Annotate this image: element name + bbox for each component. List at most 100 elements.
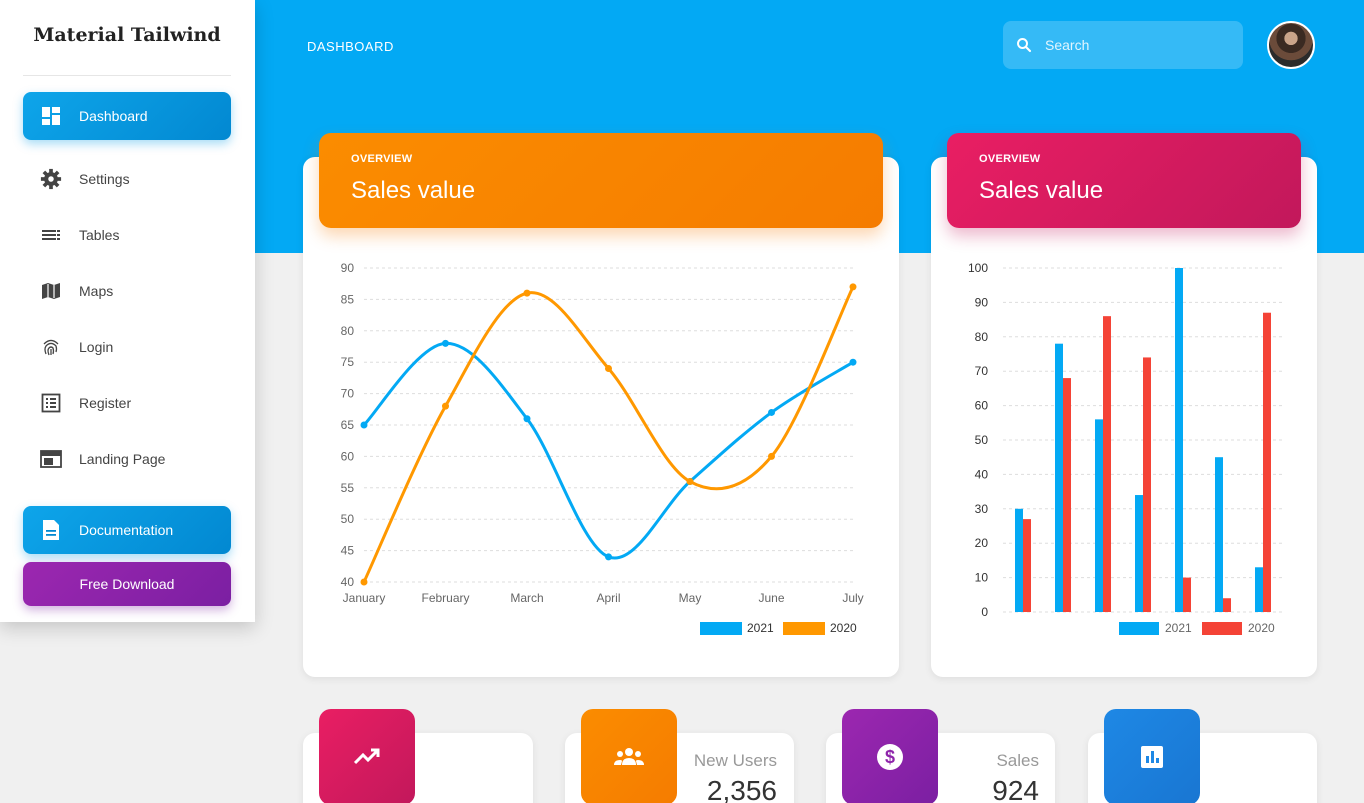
bar-chart-header: OVERVIEW Sales value (947, 133, 1301, 228)
card-title: Sales value (979, 177, 1104, 204)
series-line (362, 341, 854, 560)
legend-label: 2020 (1248, 621, 1275, 635)
sidebar-item-landing-page[interactable]: Landing Page (23, 435, 231, 483)
y-tick-label: 30 (975, 502, 989, 516)
data-point (686, 478, 694, 486)
y-tick-label: 10 (975, 571, 989, 585)
gear-icon (23, 168, 79, 190)
data-point (523, 289, 531, 297)
bar-chart-card (931, 157, 1317, 677)
y-tick-label: 90 (341, 261, 355, 275)
data-point (360, 578, 368, 586)
stat-value: 924 (992, 775, 1039, 803)
sidebar-item-label: Maps (79, 283, 114, 299)
search-input[interactable] (1045, 37, 1225, 53)
trending-up-icon (319, 709, 415, 803)
divider (23, 75, 231, 76)
bar (1023, 519, 1031, 612)
free-download-button[interactable]: Free Download (23, 562, 231, 606)
data-point (768, 408, 775, 416)
documentation-button[interactable]: Documentation (23, 506, 231, 554)
data-point (523, 415, 531, 423)
data-point (605, 553, 612, 561)
bar (1015, 508, 1023, 612)
y-tick-label: 45 (341, 544, 355, 558)
sidebar-item-dashboard[interactable]: Dashboard (23, 92, 231, 140)
data-point (768, 452, 775, 460)
sidebar: Material Tailwind Dashboard Settings Tab… (0, 0, 255, 622)
legend-swatch (1119, 622, 1159, 635)
bar (1255, 567, 1263, 612)
card-overline: OVERVIEW (979, 153, 1041, 165)
y-tick-label: 60 (975, 399, 989, 413)
x-tick-label: February (421, 591, 469, 605)
users-icon (581, 709, 677, 803)
x-tick-label: January (343, 591, 386, 605)
bar (1055, 343, 1063, 612)
bar (1183, 577, 1191, 612)
sidebar-item-label: Settings (79, 171, 130, 187)
bar-chart: 0 10 20 30 40 50 60 70 80 90 100 2021 2020 (968, 261, 1283, 635)
sidebar-item-maps[interactable]: Maps (23, 267, 231, 315)
stat-label: New Users (693, 751, 777, 770)
sidebar-item-tables[interactable]: Tables (23, 211, 231, 259)
bar (1095, 419, 1103, 612)
map-icon (23, 281, 79, 301)
stat-label: Sales (996, 751, 1039, 770)
bar (1143, 357, 1151, 612)
y-tick-label: 80 (341, 324, 355, 338)
fingerprint-icon (23, 337, 79, 357)
sidebar-item-label: Landing Page (79, 451, 166, 467)
y-tick-label: 70 (341, 387, 355, 401)
bar (1103, 316, 1111, 612)
document-icon (23, 519, 79, 541)
y-tick-label: 70 (975, 364, 989, 378)
brand-title[interactable]: Material Tailwind (33, 24, 221, 46)
sidebar-item-label: Login (79, 339, 114, 355)
x-tick-label: June (758, 591, 784, 605)
y-tick-label: 80 (975, 330, 989, 344)
search-icon (1003, 36, 1045, 54)
bar (1063, 378, 1071, 612)
card-title: Sales value (351, 177, 476, 204)
legend-swatch (783, 622, 825, 635)
y-tick-label: 100 (968, 261, 988, 275)
avatar[interactable] (1267, 21, 1315, 69)
card-overline: OVERVIEW (351, 153, 413, 165)
bar (1223, 598, 1231, 612)
y-tick-label: 0 (981, 605, 988, 619)
bar-chart-icon (1104, 709, 1200, 803)
legend-swatch (700, 622, 742, 635)
legend-label: 2020 (830, 621, 857, 635)
dashboard-icon (23, 106, 79, 126)
y-tick-label: 55 (341, 481, 355, 495)
dollar-icon: $ (842, 709, 938, 803)
sidebar-item-settings[interactable]: Settings (23, 155, 231, 203)
bar (1135, 495, 1143, 612)
search-box[interactable] (1003, 21, 1243, 69)
y-tick-label: 50 (341, 512, 355, 526)
x-tick-label: March (510, 591, 543, 605)
list-icon (23, 225, 79, 245)
y-tick-label: 90 (975, 295, 989, 309)
y-tick-label: 65 (341, 418, 355, 432)
x-tick-label: April (596, 591, 620, 605)
y-tick-label: 40 (341, 575, 355, 589)
y-tick-label: 40 (975, 467, 989, 481)
data-point (360, 421, 368, 429)
y-tick-label: 75 (341, 355, 355, 369)
bar (1215, 457, 1223, 612)
data-point (442, 339, 449, 347)
y-tick-label: 85 (341, 292, 355, 306)
sidebar-item-login[interactable]: Login (23, 323, 231, 371)
bar (1175, 268, 1183, 612)
legend-label: 2021 (747, 621, 774, 635)
y-tick-label: 60 (341, 449, 355, 463)
line-chart-card (303, 157, 899, 677)
page-title: DASHBOARD (307, 39, 394, 54)
sidebar-item-register[interactable]: Register (23, 379, 231, 427)
form-list-icon (23, 393, 79, 413)
line-chart: 40 45 50 55 60 65 70 75 80 85 90 January February Mar… (341, 261, 864, 635)
y-tick-label: 50 (975, 433, 989, 447)
legend-swatch (1202, 622, 1242, 635)
